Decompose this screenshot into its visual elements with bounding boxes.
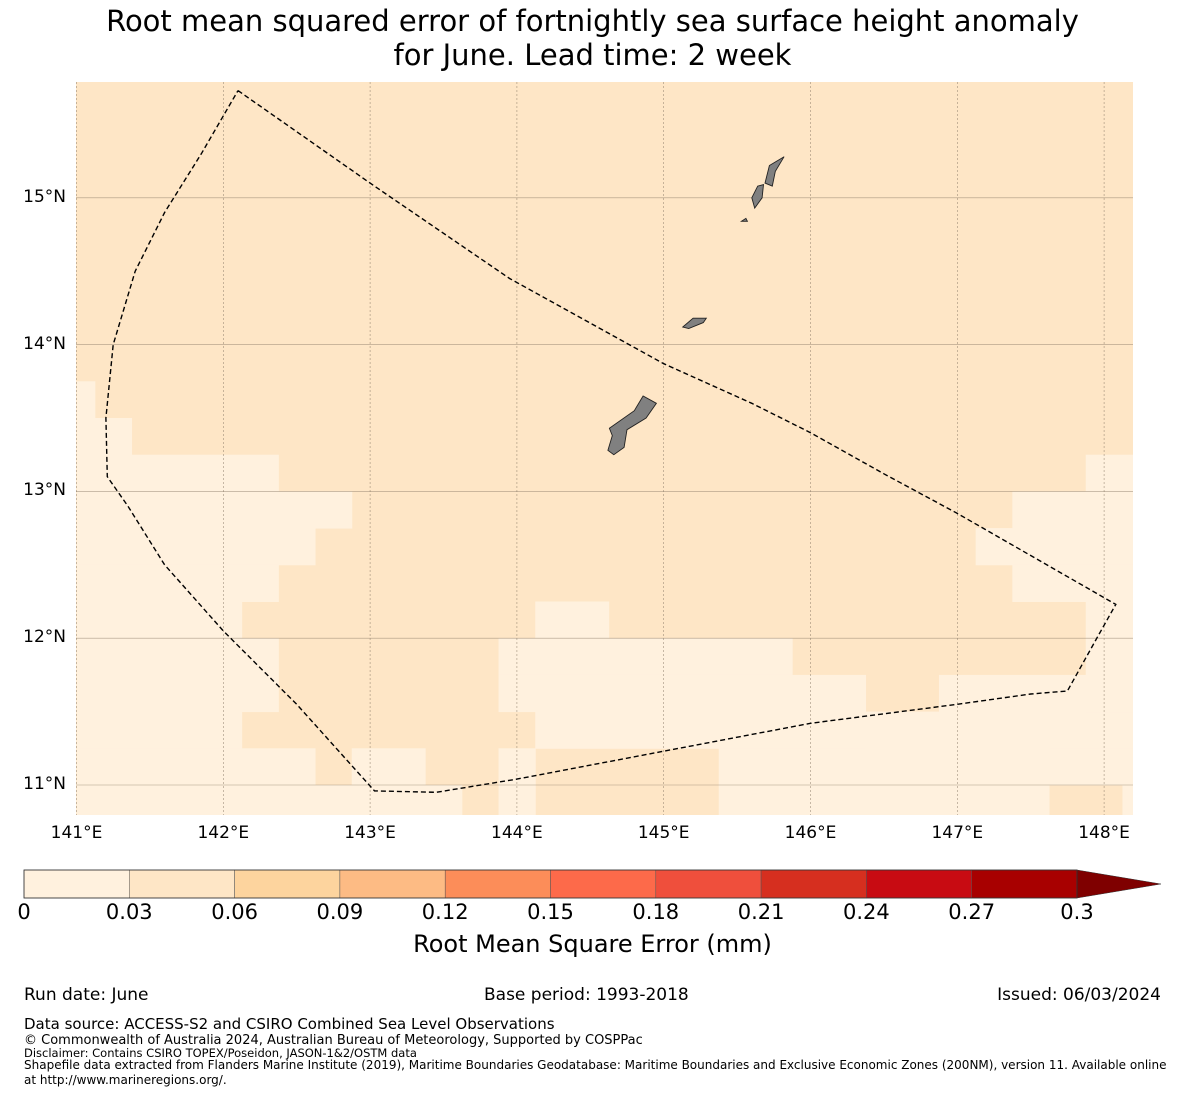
base-period: Base period: 1993-2018 xyxy=(484,985,689,1005)
longitude-label: 142°E xyxy=(197,823,250,843)
latitude-label: 12°N xyxy=(23,627,66,648)
longitude-label: 141°E xyxy=(50,823,103,843)
copyright: © Commonwealth of Australia 2024, Austra… xyxy=(24,1033,643,1048)
rmse-cell-low xyxy=(76,418,133,456)
rmse-cell-low xyxy=(1122,785,1133,815)
colorbar-tick-label: 0.03 xyxy=(105,900,153,924)
rmse-cell-low xyxy=(76,528,316,566)
colorbar-tick-label: 0.09 xyxy=(316,900,364,924)
rmse-cell-low xyxy=(498,674,867,713)
colorbar-tick-label: 0.12 xyxy=(421,900,469,924)
colorbar-segment xyxy=(444,869,551,899)
longitude-label: 145°E xyxy=(637,823,690,843)
colorbar-segment xyxy=(760,869,867,899)
colorbar-segment xyxy=(971,869,1078,899)
island-landmass xyxy=(739,217,749,222)
latitude-label: 14°N xyxy=(23,333,66,354)
colorbar-tick-label: 0.21 xyxy=(737,900,785,924)
colorbar-segment xyxy=(655,869,762,899)
rmse-cell-low xyxy=(938,674,1087,713)
colorbar-extend-arrow xyxy=(1076,869,1162,899)
colorbar-segment xyxy=(866,869,972,899)
island-landmass xyxy=(751,184,765,210)
latitude-label: 11°N xyxy=(23,774,66,794)
colorbar-tick-label: 0.18 xyxy=(632,900,680,924)
rmse-cell-low xyxy=(1085,674,1133,713)
colorbar-tick-label: 0.15 xyxy=(527,900,574,924)
rmse-cell-low xyxy=(1012,564,1133,602)
title-line-1: Root mean squared error of fortnightly s… xyxy=(106,4,1079,38)
shapefile-credit-line-1: Shapefile data extracted from Flanders M… xyxy=(24,1058,1167,1072)
disclaimer: Disclaimer: Contains CSIRO TOPEX/Poseido… xyxy=(24,1046,417,1060)
colorbar-segment xyxy=(550,869,657,899)
colorbar-segment xyxy=(129,869,235,899)
colorbar-segment xyxy=(234,869,341,899)
rmse-cell-low xyxy=(76,748,316,786)
longitude-label: 146°E xyxy=(784,823,837,843)
shapefile-credit-line-2: at http://www.marineregions.org/. xyxy=(24,1073,227,1087)
rmse-cell-low xyxy=(865,711,1133,749)
map-plot xyxy=(76,82,1133,815)
colorbar-tick-label: 0 xyxy=(17,900,31,924)
longitude-label: 147°E xyxy=(931,823,984,843)
colorbar-segment xyxy=(339,869,446,899)
rmse-cell-low xyxy=(718,748,1050,786)
rmse-cell-low xyxy=(975,528,1133,566)
longitude-label: 144°E xyxy=(491,823,543,843)
rmse-cell-low xyxy=(718,785,1050,815)
eez-boundary xyxy=(105,90,1117,794)
rmse-cell-low xyxy=(1012,491,1133,529)
latitude-label: 13°N xyxy=(23,480,66,501)
colorbar xyxy=(23,869,1162,899)
island-landmass xyxy=(681,317,708,329)
rmse-cell-low xyxy=(76,638,279,713)
rmse-cell-low xyxy=(76,785,353,815)
rmse-cell-low xyxy=(76,601,243,639)
colorbar-tick-label: 0.27 xyxy=(948,900,996,924)
rmse-cell-low xyxy=(76,711,243,749)
rmse-cell-low xyxy=(535,711,867,749)
colorbar-tick-label: 0.06 xyxy=(211,900,258,924)
island-landmass xyxy=(607,395,658,456)
longitude-label: 143°E xyxy=(344,823,396,843)
rmse-cell-low xyxy=(76,491,353,529)
longitude-label: 148°E xyxy=(1078,823,1130,843)
latitude-label: 15°N xyxy=(23,186,66,207)
island-landmass xyxy=(764,156,785,187)
rmse-cell-low xyxy=(498,638,793,676)
colorbar-label: Root Mean Square Error (mm) xyxy=(413,930,772,958)
rmse-cell-low xyxy=(535,601,610,639)
rmse-cell-low xyxy=(76,454,279,492)
run-date: Run date: June xyxy=(24,985,149,1005)
rmse-cell-low xyxy=(1085,454,1133,492)
rmse-cell-low xyxy=(351,748,426,786)
data-source: Data source: ACCESS-S2 and CSIRO Combine… xyxy=(24,1015,555,1033)
map-title: Root mean squared error of fortnightly s… xyxy=(0,4,1185,72)
issued-date: Issued: 06/03/2024 xyxy=(997,985,1161,1005)
colorbar-segment xyxy=(23,869,130,899)
title-line-2: for June. Lead time: 2 week xyxy=(393,38,792,72)
rmse-cell-low xyxy=(1049,748,1133,786)
rmse-cell-low xyxy=(76,564,279,602)
colorbar-tick-label: 0.24 xyxy=(843,900,890,924)
rmse-cell-low xyxy=(76,381,96,419)
colorbar-tick-label: 0.3 xyxy=(1060,900,1094,924)
colorbar-frame xyxy=(23,869,1078,899)
